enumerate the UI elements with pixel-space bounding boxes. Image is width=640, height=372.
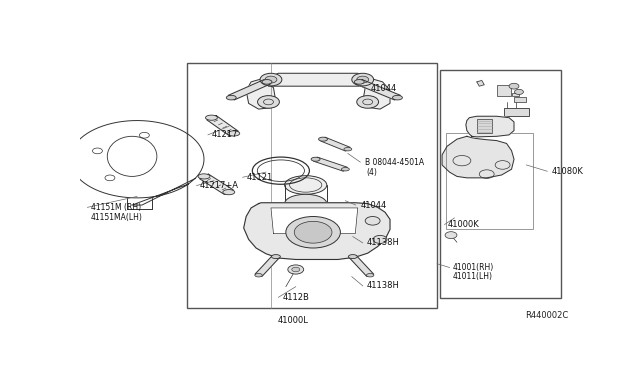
Ellipse shape [355, 80, 364, 84]
Ellipse shape [341, 167, 349, 171]
Text: 41044: 41044 [370, 84, 396, 93]
Circle shape [294, 221, 332, 243]
Circle shape [292, 267, 300, 272]
Bar [440, 70, 561, 298]
Circle shape [365, 217, 380, 225]
Bar [446, 134, 533, 230]
Text: B 08044-4501A: B 08044-4501A [365, 158, 424, 167]
Polygon shape [349, 256, 374, 276]
Text: 41217: 41217 [211, 130, 238, 140]
Ellipse shape [392, 95, 403, 100]
Ellipse shape [285, 176, 327, 194]
Circle shape [445, 232, 457, 238]
Circle shape [356, 96, 379, 108]
Polygon shape [228, 80, 270, 100]
Bar [477, 119, 492, 134]
Bar [187, 63, 437, 308]
Ellipse shape [223, 190, 235, 195]
Ellipse shape [271, 254, 280, 259]
Ellipse shape [319, 137, 328, 141]
Polygon shape [255, 256, 280, 276]
Ellipse shape [348, 254, 357, 259]
Text: 41080K: 41080K [551, 167, 583, 176]
Text: 41151M (RH): 41151M (RH) [91, 203, 141, 212]
Polygon shape [200, 174, 233, 195]
Ellipse shape [285, 194, 327, 213]
Polygon shape [207, 115, 238, 136]
Text: 4112B: 4112B [282, 293, 309, 302]
Bar [514, 97, 526, 102]
Ellipse shape [344, 147, 352, 151]
Ellipse shape [228, 131, 240, 136]
Circle shape [260, 73, 282, 86]
Text: 41138H: 41138H [367, 238, 399, 247]
Circle shape [286, 217, 340, 248]
Ellipse shape [255, 273, 262, 277]
Polygon shape [314, 157, 348, 171]
Polygon shape [442, 136, 514, 178]
Circle shape [352, 73, 374, 86]
Polygon shape [244, 203, 390, 260]
Text: 41138H: 41138H [367, 281, 399, 290]
Circle shape [265, 76, 277, 83]
Bar [504, 108, 529, 116]
Polygon shape [266, 73, 367, 86]
Ellipse shape [311, 157, 320, 161]
Text: (4): (4) [367, 168, 378, 177]
Polygon shape [271, 208, 358, 234]
Ellipse shape [262, 80, 272, 84]
Circle shape [515, 89, 524, 94]
Text: 41151MA(LH): 41151MA(LH) [91, 212, 143, 222]
Text: 41001(RH): 41001(RH) [453, 263, 494, 272]
Polygon shape [321, 137, 350, 151]
Polygon shape [356, 80, 401, 100]
Ellipse shape [198, 174, 210, 179]
Text: 41011(LH): 41011(LH) [453, 272, 493, 281]
Text: 41000L: 41000L [278, 316, 308, 325]
Text: 41121: 41121 [246, 173, 273, 182]
Text: R440002C: R440002C [525, 311, 568, 320]
Polygon shape [477, 80, 484, 86]
Ellipse shape [227, 95, 236, 100]
Polygon shape [363, 79, 390, 109]
Circle shape [257, 96, 280, 108]
Circle shape [373, 235, 387, 243]
Text: 41217+A: 41217+A [200, 181, 239, 190]
Polygon shape [246, 79, 276, 109]
Text: 41000K: 41000K [448, 220, 480, 229]
Circle shape [509, 83, 519, 89]
Bar [511, 93, 519, 96]
Bar [497, 85, 511, 96]
Circle shape [356, 76, 369, 83]
Polygon shape [466, 116, 514, 137]
Text: 41044: 41044 [360, 201, 387, 209]
Ellipse shape [367, 273, 374, 277]
Circle shape [288, 265, 304, 274]
Ellipse shape [205, 115, 218, 120]
